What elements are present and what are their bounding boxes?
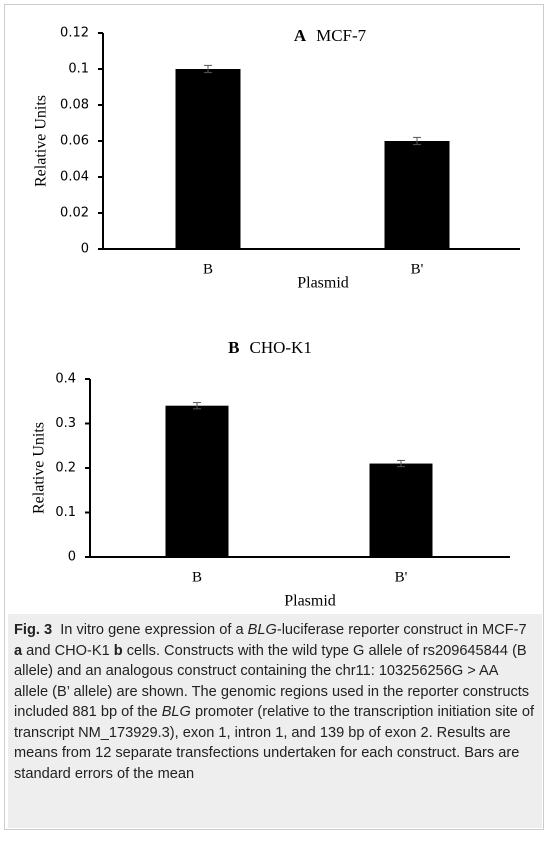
charts: 0 0.02 0.04 0.06 0.08 0.1 0.12 B B' A MCF-7 Plasmid…	[31, 26, 520, 610]
caption-text: and CHO-K1	[22, 642, 114, 659]
panel-label: A	[294, 26, 307, 45]
bar	[175, 69, 241, 249]
caption-gene: BLG	[247, 622, 277, 638]
caption-gene: BLG	[161, 704, 191, 720]
title-text: CHO-K1	[250, 338, 312, 357]
caption-text: cells. Constructs with the wild type G a…	[14, 642, 530, 721]
caption-label: Fig. 3	[14, 622, 53, 638]
x-axis-label: Plasmid	[297, 275, 349, 292]
figure-frame	[4, 4, 544, 830]
y-tick-label: 0.3	[55, 416, 76, 431]
x-tick-label: B	[192, 569, 202, 585]
y-tick-label: 0.08	[60, 98, 89, 113]
chart-title: B CHO-K1	[228, 338, 312, 357]
caption-text: promoter (relative to the transcription …	[14, 704, 535, 782]
x-tick-label: B'	[395, 569, 408, 585]
caption-text: -luciferase reporter construct in MCF-7	[276, 622, 527, 638]
y-tick-label: 0.12	[60, 26, 89, 41]
y-tick-label: 0	[81, 242, 89, 257]
bar	[165, 405, 229, 557]
bar	[384, 141, 450, 249]
y-tick-label: 0.4	[55, 372, 76, 387]
y-axis-label: Relative Units	[33, 95, 50, 187]
chart-title: A MCF-7	[294, 26, 367, 45]
y-tick-label: 0	[68, 550, 76, 565]
x-tick-label: B'	[411, 261, 424, 277]
y-tick-label: 0.02	[60, 206, 89, 221]
caption-panel: b	[113, 642, 123, 659]
bar	[369, 463, 433, 557]
caption-panel: a	[14, 642, 23, 659]
y-tick-label: 0.1	[68, 62, 89, 77]
x-axis-label: Plasmid	[284, 593, 336, 610]
caption-text: In vitro gene expression of a	[60, 622, 248, 638]
y-tick-label: 0.1	[55, 505, 76, 520]
title-text: MCF-7	[316, 26, 367, 45]
y-axis-label: Relative Units	[31, 422, 48, 514]
x-tick-label: B	[203, 261, 213, 277]
y-tick-label: 0.2	[55, 461, 76, 476]
y-tick-label: 0.06	[60, 134, 89, 149]
y-tick-label: 0.04	[60, 170, 89, 185]
caption: Fig. 3 In vitro gene expression of a BLG…	[8, 614, 542, 828]
panel-label: B	[228, 338, 239, 357]
